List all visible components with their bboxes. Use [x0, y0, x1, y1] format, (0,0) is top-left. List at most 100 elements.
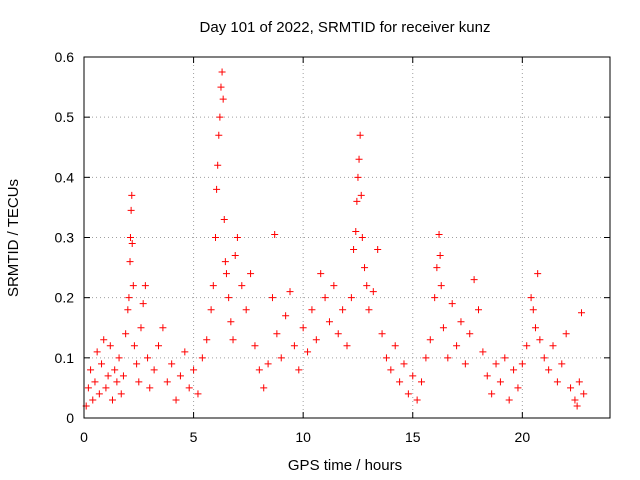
data-point	[567, 384, 575, 392]
axis-ticks	[83, 56, 610, 419]
data-point	[304, 348, 312, 356]
data-point	[176, 372, 184, 380]
data-point	[573, 402, 581, 410]
data-point	[185, 384, 193, 392]
data-point	[505, 396, 513, 404]
data-point	[444, 354, 452, 362]
data-point	[353, 197, 361, 205]
grid	[84, 57, 610, 418]
plot-frame	[83, 56, 611, 419]
data-point	[255, 366, 263, 374]
data-point	[102, 384, 110, 392]
x-tick-label: 10	[295, 429, 311, 445]
data-point	[190, 366, 198, 374]
data-point	[534, 270, 542, 278]
data-point	[529, 306, 537, 314]
data-point	[133, 360, 141, 368]
data-point	[369, 288, 377, 296]
data-point	[523, 342, 531, 350]
data-point	[242, 306, 250, 314]
data-point	[466, 330, 474, 338]
data-point	[365, 306, 373, 314]
data-point	[260, 384, 268, 392]
data-point	[217, 83, 225, 91]
data-point	[225, 294, 233, 302]
y-tick-label: 0.2	[55, 290, 75, 306]
data-point	[282, 312, 290, 320]
y-tick-label: 0.5	[55, 109, 75, 125]
data-point	[404, 390, 412, 398]
data-point	[268, 294, 276, 302]
data-point	[545, 366, 553, 374]
data-point	[571, 396, 579, 404]
data-point	[453, 342, 461, 350]
data-point	[108, 396, 116, 404]
data-point	[124, 306, 132, 314]
x-tick-label: 20	[515, 429, 531, 445]
data-point	[437, 282, 445, 290]
data-point	[129, 282, 137, 290]
data-point	[330, 282, 338, 290]
y-axis-label: SRMTID / TECUs	[5, 179, 22, 297]
data-point	[396, 378, 404, 386]
data-point	[356, 131, 364, 139]
data-point	[119, 372, 127, 380]
data-point	[216, 113, 224, 121]
data-point	[181, 348, 189, 356]
data-point	[144, 354, 152, 362]
x-tick-label: 15	[405, 429, 421, 445]
data-point	[277, 354, 285, 362]
data-point	[247, 270, 255, 278]
data-point	[194, 390, 202, 398]
data-point	[135, 378, 143, 386]
chart-title: Day 101 of 2022, SRMTID for receiver kun…	[200, 19, 491, 36]
x-tick-label: 0	[80, 429, 88, 445]
data-point	[213, 185, 221, 193]
data-point	[409, 372, 417, 380]
data-point	[126, 234, 134, 241]
data-point	[122, 330, 130, 338]
data-point	[435, 230, 443, 238]
data-point	[374, 246, 382, 254]
x-axis-label: GPS time / hours	[288, 457, 402, 474]
data-point	[422, 354, 430, 362]
data-point	[431, 294, 439, 302]
data-point	[339, 306, 347, 314]
data-point	[172, 396, 180, 404]
data-point	[126, 258, 134, 266]
tick-labels: 0 0.1 0.2 0.3 0.4 0.5 0.6 0 5 10 15 20	[55, 49, 531, 445]
y-tick-label: 0.6	[55, 49, 75, 65]
data-point	[84, 384, 92, 392]
data-point	[461, 360, 469, 368]
data-point	[518, 360, 526, 368]
data-point	[483, 372, 491, 380]
data-point	[334, 330, 342, 338]
data-point	[479, 348, 487, 356]
data-point	[317, 270, 325, 278]
data-point	[361, 264, 369, 272]
data-point	[433, 264, 441, 272]
data-point	[290, 342, 298, 350]
data-point	[203, 336, 211, 344]
data-point	[233, 234, 241, 241]
data-point	[436, 252, 444, 260]
data-point	[354, 173, 362, 181]
data-point	[141, 282, 149, 290]
data-point	[163, 378, 171, 386]
data-point	[273, 330, 281, 338]
data-point	[343, 342, 351, 350]
data-point	[501, 354, 509, 362]
data-point	[387, 366, 395, 374]
data-point	[238, 282, 246, 290]
data-point	[352, 227, 360, 235]
data-point	[229, 336, 237, 344]
data-point	[510, 366, 518, 374]
data-point	[378, 330, 386, 338]
data-points	[82, 68, 588, 410]
data-point	[221, 258, 229, 266]
data-point	[137, 324, 145, 332]
data-point	[159, 324, 167, 332]
data-point	[295, 366, 303, 374]
data-point	[312, 336, 320, 344]
